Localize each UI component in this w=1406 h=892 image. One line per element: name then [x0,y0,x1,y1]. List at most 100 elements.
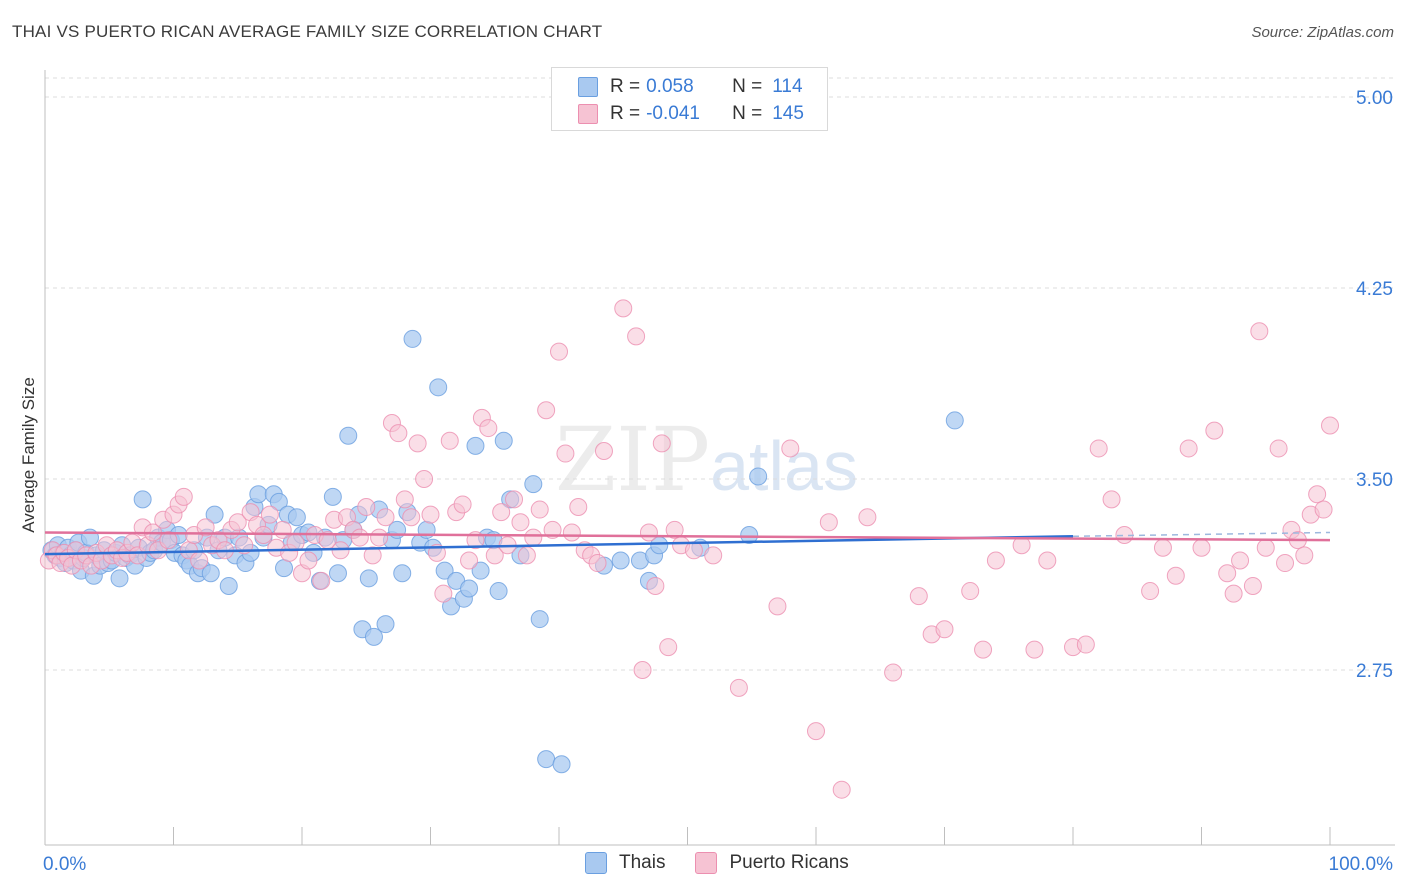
puerto-ricans-point [1089,439,1108,458]
thais-point [275,559,294,578]
puerto-ricans-point [1218,564,1237,583]
thais-point [359,569,378,588]
puerto-ricans-point [684,541,703,560]
puerto-ricans-point [884,663,903,682]
puerto-ricans-point [1224,584,1243,603]
legend-item-puerto-ricans: Puerto Ricans [695,852,849,874]
puerto-ricans-point [511,513,530,532]
thais-point [435,561,454,580]
puerto-ricans-point [350,528,369,547]
puerto-ricans-point [1243,576,1262,595]
thais-point [201,564,220,583]
puerto-ricans-point [858,508,877,527]
r-label: R = [610,76,641,97]
puerto-ricans-point [1076,635,1095,654]
puerto-ricans-point [986,551,1005,570]
puerto-ricans-point [415,470,434,488]
puerto-ricans-point [260,505,279,524]
puerto-ricans-point [524,528,543,547]
puerto-ricans-point [646,576,665,595]
thais-point [269,492,288,511]
puerto-ricans-point [614,299,633,318]
thais-legend-swatch [585,852,607,874]
thais-point [552,755,571,774]
thais-point [323,487,342,506]
puerto-ricans-point [228,513,247,532]
thais-point [740,526,759,545]
puerto-ricans-point [174,487,193,506]
puerto-ricans-point [627,327,646,346]
puerto-ricans-point [312,571,331,590]
stats-legend-row-thais: R = 0.058 N = 114 [578,75,803,99]
puerto-ricans-point [1192,538,1211,557]
watermark-zip: ZIP [555,408,711,511]
thais-trend-extension [1072,531,1331,538]
puerto-ricans-point [659,638,678,657]
puerto-ricans-point [453,495,472,514]
puerto-ricans-point [594,441,613,460]
puerto-ricans-point [832,780,851,799]
n-value: 145 [772,103,804,124]
thais-point [494,431,513,450]
puerto-ricans-point [517,546,536,565]
puerto-ricans-point [1179,439,1198,458]
puerto-ricans-point [376,508,395,527]
puerto-ricans-point [440,431,459,450]
thais-point [530,610,549,629]
legend-item-thais: Thais [585,852,665,874]
puerto-ricans-point [357,498,376,517]
puerto-ricans-point [492,503,511,522]
stats-legend-row-puerto-ricans: R = -0.041 N = 145 [578,102,804,126]
thais-point [133,490,152,509]
n-label: N = [732,76,763,97]
watermark: ZIPatlas [555,408,858,511]
puerto-ricans-point [562,523,581,542]
puerto-ricans-point [1321,416,1339,435]
r-value: 0.058 [646,76,694,97]
n-value: 114 [772,76,803,97]
legend-label-puerto-ricans: Puerto Ricans [729,852,849,873]
puerto-ricans-point [652,434,671,453]
puerto-ricans-point [537,401,556,420]
thais-point [524,475,543,494]
thais-point [429,378,448,397]
puerto-ricans-point [588,554,607,573]
r-label: R = [610,103,641,124]
thais-point [110,569,129,588]
thais-point [393,564,412,583]
thais-point [403,329,422,348]
puerto-ricans-point [1256,538,1275,557]
thais-point [364,627,383,646]
puerto-ricans-point [639,523,658,542]
thais-point [489,582,508,601]
thais-point [471,561,490,580]
thais-point [749,467,768,486]
puerto-ricans-point [530,500,549,519]
puerto-ricans-point [505,490,524,509]
puerto-ricans-point [569,498,588,517]
puerto-ricans-point [807,722,825,741]
puerto-ricans-point [550,342,568,361]
puerto-ricans-point [402,508,421,527]
puerto-ricans-point [1141,582,1160,601]
stats-legend: R = 0.058 N = 114 R = -0.041 N = 145 [551,67,828,131]
puerto-ricans-point [1102,490,1121,509]
puerto-ricans-point [819,513,838,532]
y-axis-label: Average Family Size [19,377,38,533]
watermark-atlas: atlas [710,427,858,505]
puerto-ricans-point [768,597,787,616]
thais-swatch [578,77,598,97]
puerto-ricans-point [460,551,479,570]
puerto-ricans-point [1314,500,1333,519]
puerto-ricans-point [1276,554,1295,573]
puerto-ricans-point [370,528,389,547]
puerto-ricans-point [389,424,408,443]
puerto-ricans-point [196,518,215,537]
thais-point [466,436,485,455]
thais-trend-line [44,535,1074,556]
puerto-ricans-point [1269,439,1288,458]
puerto-ricans-point [1250,322,1269,341]
n-label: N = [732,103,763,124]
puerto-ricans-legend-swatch [695,852,718,874]
